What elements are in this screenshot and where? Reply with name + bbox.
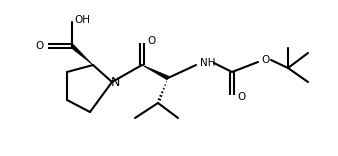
Text: O: O bbox=[147, 36, 155, 46]
Text: O: O bbox=[35, 41, 43, 51]
Text: OH: OH bbox=[74, 15, 90, 25]
Text: O: O bbox=[237, 92, 245, 102]
Text: O: O bbox=[261, 55, 269, 65]
Polygon shape bbox=[71, 44, 93, 65]
Text: N: N bbox=[110, 76, 120, 90]
Polygon shape bbox=[142, 65, 169, 80]
Text: NH: NH bbox=[200, 58, 216, 68]
